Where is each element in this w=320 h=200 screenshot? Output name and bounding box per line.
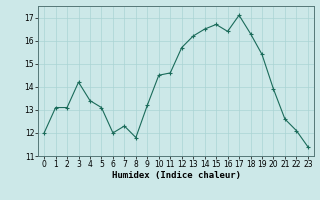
X-axis label: Humidex (Indice chaleur): Humidex (Indice chaleur): [111, 171, 241, 180]
